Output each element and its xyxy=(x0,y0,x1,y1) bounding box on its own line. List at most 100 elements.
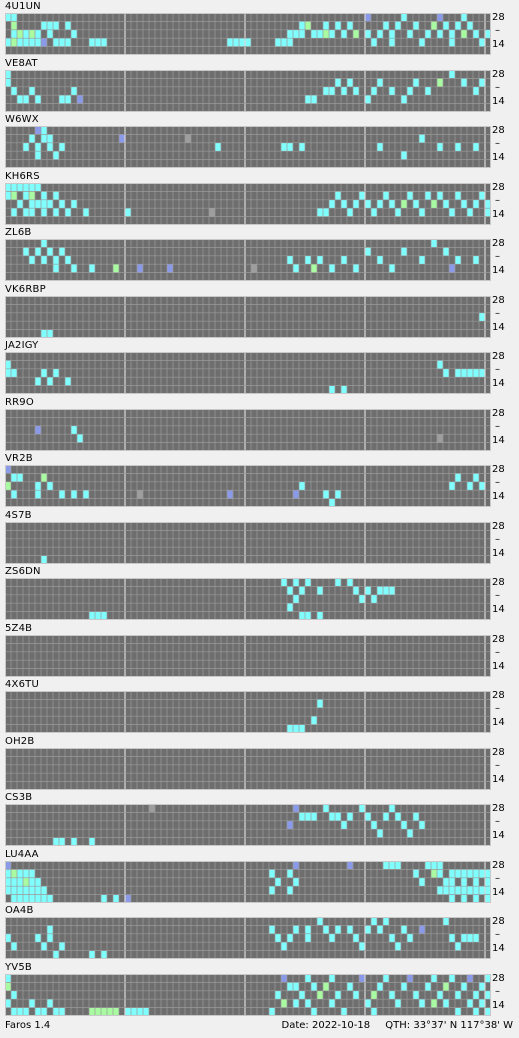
spot-cell xyxy=(443,247,449,256)
spot-cell xyxy=(449,38,455,47)
spot-cell xyxy=(35,1007,41,1016)
spot-cell xyxy=(17,894,23,903)
propagation-grid[interactable] xyxy=(5,126,491,168)
spot-cell xyxy=(287,981,293,991)
band-mid-tick: – xyxy=(495,138,500,149)
propagation-grid[interactable] xyxy=(5,239,491,281)
spot-cell xyxy=(467,885,473,895)
spot-cell xyxy=(407,29,413,39)
spot-cell xyxy=(413,77,419,87)
spot-cell xyxy=(29,207,35,217)
spot-cell xyxy=(389,804,395,813)
spot-cell xyxy=(53,1007,59,1016)
propagation-grid[interactable] xyxy=(5,691,491,733)
station-callsign: JA2IGY xyxy=(5,340,39,351)
spot-cell xyxy=(389,29,395,39)
propagation-grid[interactable] xyxy=(5,747,491,790)
spot-cell xyxy=(11,490,17,499)
spot-cell xyxy=(365,29,371,39)
spot-cell xyxy=(449,877,455,886)
spot-cell xyxy=(17,199,23,208)
grid-frame xyxy=(5,747,491,790)
propagation-grid[interactable] xyxy=(5,634,491,677)
spot-cell xyxy=(437,868,443,878)
band-14-label: 14 xyxy=(492,95,505,107)
spot-cell xyxy=(59,247,65,256)
spot-cell xyxy=(305,611,311,620)
band-28-label: 28 xyxy=(492,746,505,758)
propagation-grid-canvas xyxy=(5,408,491,451)
spot-cell xyxy=(473,368,479,378)
spot-cell xyxy=(437,433,443,443)
spot-cell xyxy=(323,29,329,39)
spot-cell xyxy=(17,885,23,895)
spot-cell xyxy=(353,933,359,943)
propagation-grid[interactable] xyxy=(5,578,491,620)
spot-cell xyxy=(233,38,239,47)
status-bar: Faros 1.4 Date: 2022-10-18 QTH: 33°37' N… xyxy=(0,1016,519,1036)
spot-cell xyxy=(17,94,23,104)
spot-cell xyxy=(71,86,77,95)
band-14-label: 14 xyxy=(492,491,505,502)
spot-cell xyxy=(11,990,17,999)
station-panel: CS3B 28 – 14 xyxy=(0,791,519,847)
spot-cell xyxy=(425,29,431,39)
propagation-grid[interactable] xyxy=(5,182,491,225)
spot-cell xyxy=(47,142,53,152)
spot-cell xyxy=(23,1007,29,1016)
propagation-grid[interactable] xyxy=(5,13,491,55)
spot-cell xyxy=(293,578,299,587)
spot-cell xyxy=(335,812,341,821)
spot-cell xyxy=(449,973,455,982)
band-28-label: 28 xyxy=(492,803,505,814)
propagation-grid[interactable] xyxy=(5,465,491,507)
spot-cell xyxy=(317,917,323,926)
propagation-grid[interactable] xyxy=(5,521,491,564)
spot-cell xyxy=(41,1007,47,1016)
propagation-grid[interactable] xyxy=(5,408,491,451)
band-28-label: 28 xyxy=(492,464,505,475)
spot-cell xyxy=(17,1007,23,1016)
grid-frame xyxy=(5,860,491,903)
spot-cell xyxy=(407,973,413,982)
propagation-grid[interactable] xyxy=(5,352,491,394)
propagation-grid[interactable] xyxy=(5,295,491,338)
spot-cell xyxy=(317,586,323,595)
station-panel: 5Z4B 28– 14 xyxy=(0,622,519,678)
spot-cell xyxy=(5,885,11,895)
station-callsign: W6WX xyxy=(5,114,39,125)
propagation-grid[interactable] xyxy=(5,860,491,903)
propagation-grid-canvas xyxy=(5,521,491,564)
spot-cell xyxy=(89,264,95,273)
spot-cell xyxy=(287,933,293,943)
spot-cell xyxy=(389,990,395,999)
spot-cell xyxy=(467,998,473,1008)
spot-cell xyxy=(5,877,11,886)
spot-cell xyxy=(389,586,395,595)
spot-cell xyxy=(29,86,35,95)
grid-frame xyxy=(5,578,491,620)
band-14-label: 14 xyxy=(492,265,505,276)
band-mid-tick: – xyxy=(495,25,500,36)
spot-cell xyxy=(311,94,317,104)
spot-cell xyxy=(11,885,17,895)
propagation-grid[interactable] xyxy=(5,973,491,1016)
spot-cell xyxy=(389,933,395,943)
spot-cell xyxy=(479,981,485,991)
spot-cell xyxy=(11,190,17,200)
spot-cell xyxy=(47,329,53,338)
grid-frame xyxy=(5,973,491,1016)
band-mid-tick: – xyxy=(495,251,500,262)
spot-cell xyxy=(71,490,77,499)
spot-cell xyxy=(5,998,11,1008)
propagation-grid[interactable] xyxy=(5,69,491,112)
propagation-grid[interactable] xyxy=(5,804,491,846)
spot-cell xyxy=(299,142,305,152)
spot-cell xyxy=(35,126,41,135)
grid-background xyxy=(5,13,491,55)
spot-cell xyxy=(473,990,479,999)
propagation-grid-canvas xyxy=(5,747,491,790)
spot-cell xyxy=(47,21,53,30)
spot-cell xyxy=(29,182,35,191)
propagation-grid[interactable] xyxy=(5,917,491,959)
